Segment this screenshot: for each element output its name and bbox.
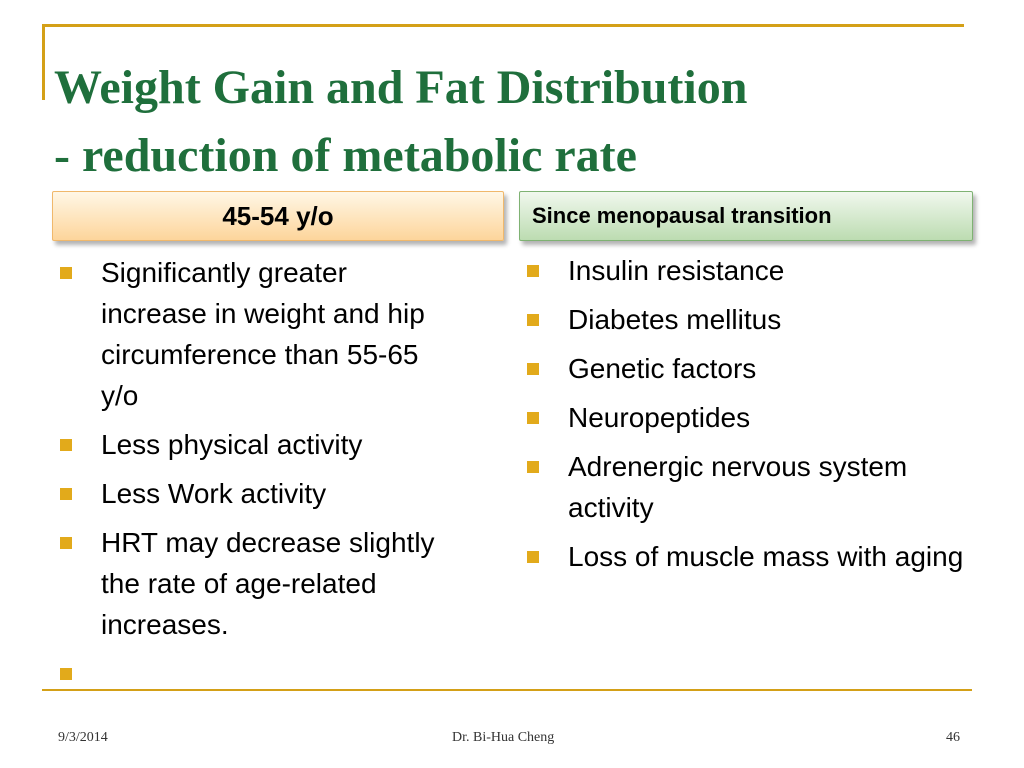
list-item-text: HRT may decrease slightly the rate of ag… — [101, 527, 435, 640]
list-item-text: Less Work activity — [101, 478, 327, 509]
title-line-2: - reduction of metabolic rate — [54, 129, 637, 182]
slide-title: Weight Gain and Fat Distribution - reduc… — [54, 54, 994, 190]
square-bullet-icon — [527, 412, 539, 424]
list-item: Less Work activity — [60, 473, 460, 514]
list-item-text: Genetic factors — [568, 353, 757, 384]
list-item-text: Less physical activity — [101, 429, 363, 460]
footer-author: Dr. Bi-Hua Cheng — [452, 730, 555, 745]
list-item: Diabetes mellitus — [527, 299, 967, 340]
list-item-text: Significantly greater increase in weight… — [101, 257, 425, 411]
square-bullet-icon — [60, 668, 72, 680]
list-item: Loss of muscle mass with aging — [527, 536, 967, 577]
right-column-header: Since menopausal transition — [519, 191, 973, 241]
left-bullet-list: Significantly greater increase in weight… — [60, 252, 460, 702]
left-column-header: 45-54 y/o — [52, 191, 504, 241]
square-bullet-icon — [60, 537, 72, 549]
square-bullet-icon — [527, 551, 539, 563]
list-item: Less physical activity — [60, 424, 460, 465]
list-item-empty — [60, 653, 460, 694]
list-item-text: Insulin resistance — [568, 255, 785, 286]
square-bullet-icon — [60, 439, 72, 451]
list-item-text: Diabetes mellitus — [568, 304, 782, 335]
left-frame-line — [42, 24, 45, 100]
list-item: Neuropeptides — [527, 397, 967, 438]
square-bullet-icon — [60, 488, 72, 500]
title-line-1: Weight Gain and Fat Distribution — [54, 61, 748, 114]
list-item: Genetic factors — [527, 348, 967, 389]
list-item: Significantly greater increase in weight… — [60, 252, 460, 416]
list-item-text: Loss of muscle mass with aging — [568, 541, 964, 572]
square-bullet-icon — [527, 265, 539, 277]
list-item: HRT may decrease slightly the rate of ag… — [60, 522, 460, 645]
footer-date: 9/3/2014 — [58, 730, 108, 745]
footer-page-number: 46 — [946, 730, 960, 745]
top-frame-line — [42, 24, 964, 27]
square-bullet-icon — [60, 267, 72, 279]
list-item: Insulin resistance — [527, 250, 967, 291]
list-item-text: Adrenergic nervous system activity — [568, 451, 908, 523]
square-bullet-icon — [527, 363, 539, 375]
list-item: Adrenergic nervous system activity — [527, 446, 967, 528]
square-bullet-icon — [527, 461, 539, 473]
square-bullet-icon — [527, 314, 539, 326]
right-bullet-list: Insulin resistance Diabetes mellitus Gen… — [527, 250, 967, 585]
bottom-divider-line — [42, 689, 972, 691]
list-item-text: Neuropeptides — [568, 402, 751, 433]
